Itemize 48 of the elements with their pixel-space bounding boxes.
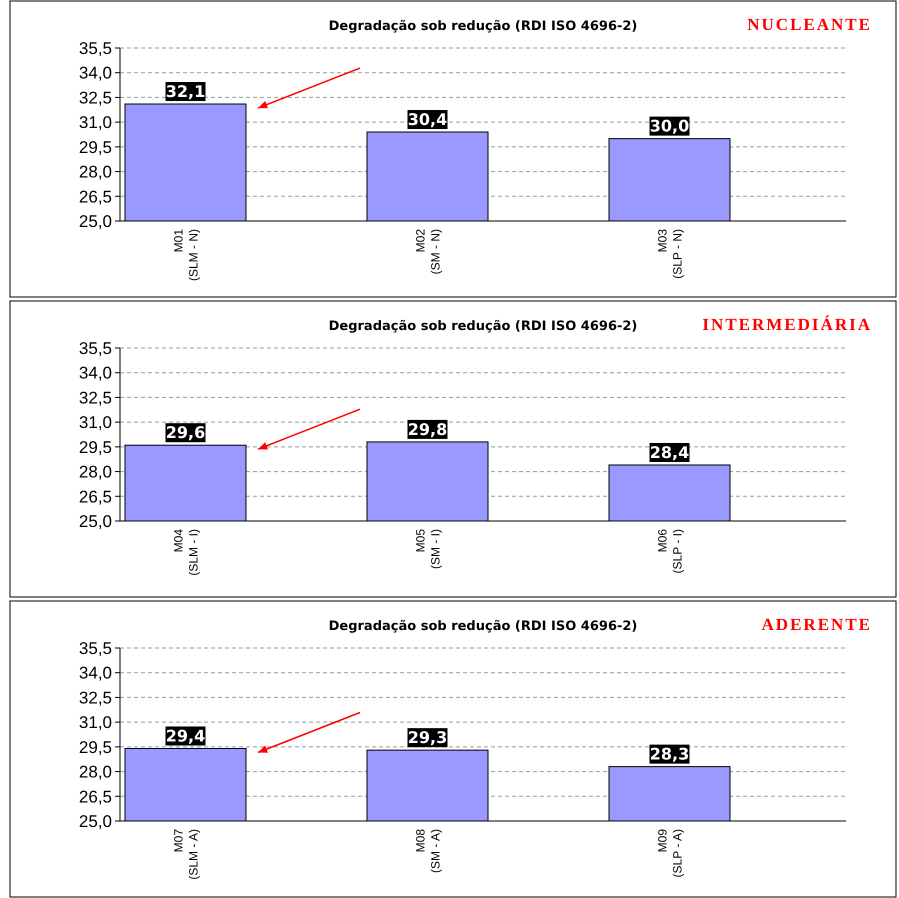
data-label: 30,4	[408, 110, 448, 130]
x-tick-label: M07 (SLM - A)	[172, 828, 200, 880]
y-tick-label: 31,0	[78, 113, 112, 132]
x-tick-label: M04 (SLM - I)	[172, 528, 200, 576]
x-tick-label: M02 (SM - N)	[414, 228, 442, 274]
y-tick-label: 35,5	[78, 339, 112, 358]
y-tick-label: 28,0	[78, 762, 112, 782]
y-tick-label: 28,0	[78, 462, 112, 482]
y-tick-label: 31,0	[78, 713, 112, 732]
data-label: 29,6	[166, 423, 206, 442]
x-tick-label: M01 (SLM - N)	[172, 228, 200, 281]
y-tick-label: 29,5	[78, 738, 112, 757]
data-label: 29,8	[408, 420, 448, 439]
x-tick-label: M08 (SM - A)	[414, 828, 442, 873]
data-label: 32,1	[166, 82, 206, 102]
y-tick-label: 28,0	[78, 162, 112, 182]
data-label: 30,0	[650, 116, 690, 136]
x-tick-label: M03 (SLP - N)	[656, 228, 684, 279]
y-tick-label: 25,0	[78, 812, 112, 831]
y-tick-label: 26,5	[78, 787, 112, 806]
y-tick-label: 32,5	[78, 688, 112, 708]
y-tick-label: 34,0	[78, 64, 112, 83]
chart-subtitle: NUCLEANTE	[747, 15, 872, 34]
x-tick-label: M06 (SLP - I)	[656, 528, 684, 574]
chart-title: Degradação sob redução (RDI ISO 4696-2)	[328, 619, 638, 634]
y-tick-label: 29,5	[78, 138, 112, 157]
chart-subtitle: INTERMEDIÁRIA	[702, 315, 872, 334]
y-tick-label: 25,0	[78, 212, 112, 231]
y-tick-label: 25,0	[78, 512, 112, 531]
y-tick-label: 35,5	[78, 39, 112, 58]
y-tick-label: 34,0	[78, 664, 112, 683]
chart-subtitle: ADERENTE	[762, 615, 872, 634]
data-label: 28,4	[650, 442, 690, 462]
y-tick-label: 34,0	[78, 364, 112, 383]
data-label: 28,3	[650, 744, 690, 764]
chart-title: Degradação sob redução (RDI ISO 4696-2)	[328, 19, 638, 34]
y-tick-label: 29,5	[78, 438, 112, 457]
chart-title: Degradação sob redução (RDI ISO 4696-2)	[328, 319, 638, 334]
y-tick-label: 26,5	[78, 187, 112, 206]
y-tick-label: 31,0	[78, 413, 112, 432]
x-tick-label: M05 (SM - I)	[414, 528, 442, 569]
data-label: 29,4	[166, 726, 206, 746]
x-tick-label: M09 (SLP - A)	[656, 828, 684, 878]
y-tick-label: 26,5	[78, 487, 112, 506]
y-tick-label: 32,5	[78, 388, 112, 408]
y-tick-label: 35,5	[78, 639, 112, 658]
y-tick-label: 32,5	[78, 88, 112, 108]
data-label: 29,3	[408, 728, 448, 748]
